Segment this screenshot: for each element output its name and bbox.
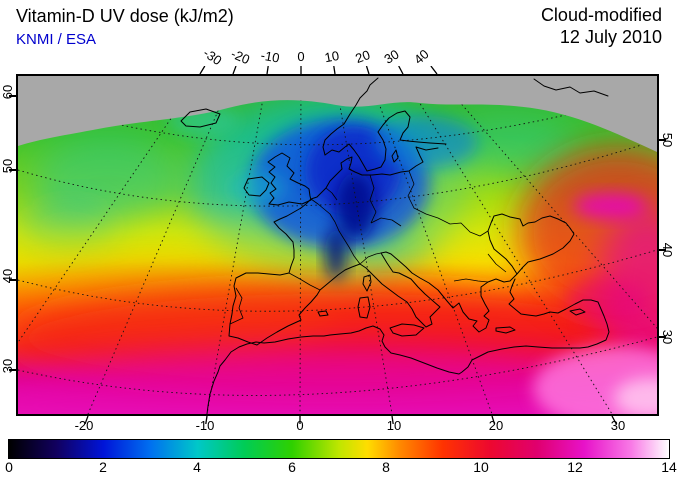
mode-label: Cloud-modified: [540, 5, 662, 25]
coast-gotland: [391, 149, 399, 163]
right-axis-tick: [659, 336, 666, 338]
nodata-region: [18, 76, 657, 152]
left-axis-label: 30: [0, 358, 15, 374]
colorbar-tick-label: 0: [5, 459, 13, 475]
coast-norway: [322, 77, 379, 156]
bottom-axis-label: -20: [74, 418, 94, 433]
top-axis-label: 0: [297, 49, 305, 64]
left-axis-tick: [9, 369, 16, 371]
coast-cyprus: [569, 308, 586, 316]
colorbar-gradient: [9, 440, 669, 458]
colorbar-tick-label: 2: [99, 459, 107, 475]
left-axis-tick: [9, 95, 16, 97]
colorbar-tick-label: 6: [288, 459, 296, 475]
coast-kola: [533, 78, 609, 97]
coast-turkey-levant-africa: [206, 278, 610, 414]
bottom-axis-label: 0: [296, 418, 304, 433]
coast-iceland: [180, 108, 221, 128]
colorbar-tick-label: 10: [473, 459, 489, 475]
right-axis-tick: [659, 139, 666, 141]
coast-sicily: [389, 323, 425, 337]
coast-sardinia: [357, 296, 371, 319]
coast-crete: [495, 326, 516, 334]
bottom-axis-label: 10: [386, 418, 402, 433]
left-axis-label: 40: [0, 268, 15, 284]
left-axis-tick: [9, 169, 16, 171]
coast-great-britain: [267, 152, 312, 206]
right-axis-label: 30: [660, 329, 675, 345]
left-axis-tick: [9, 279, 16, 281]
date-label: 12 July 2010: [559, 27, 662, 47]
bottom-axis-ticks: [84, 416, 617, 424]
coast-balearics: [317, 310, 329, 317]
coast-ireland: [243, 176, 270, 197]
top-axis-ticks: [199, 66, 438, 74]
coast-scandinavia-baltic: [324, 110, 447, 172]
map-plot: [16, 74, 659, 416]
colorbar-tick-label: 14: [661, 459, 677, 475]
bottom-axis-label: -10: [195, 418, 215, 433]
colorbar-tick-label: 12: [567, 459, 583, 475]
bottom-axis-label: 20: [488, 418, 504, 433]
right-axis-label: 50: [660, 132, 675, 148]
coast-continental-europe: [228, 146, 575, 346]
right-axis-label: 40: [660, 242, 675, 258]
coast-corsica: [362, 274, 372, 292]
coastlines: [180, 77, 610, 414]
colorbar: [8, 439, 670, 459]
left-axis-label: 50: [0, 158, 15, 174]
colorbar-tick-label: 8: [382, 459, 390, 475]
colorbar-tick-label: 4: [193, 459, 201, 475]
bottom-axis-label: 30: [610, 418, 626, 433]
credit-label: KNMI / ESA: [16, 31, 97, 48]
left-axis-label: 60: [0, 84, 15, 100]
right-axis-tick: [659, 249, 666, 251]
map-canvas: [18, 76, 657, 414]
page-title: Vitamin-D UV dose (kJ/m2): [16, 6, 234, 26]
country-borders: [229, 170, 507, 325]
